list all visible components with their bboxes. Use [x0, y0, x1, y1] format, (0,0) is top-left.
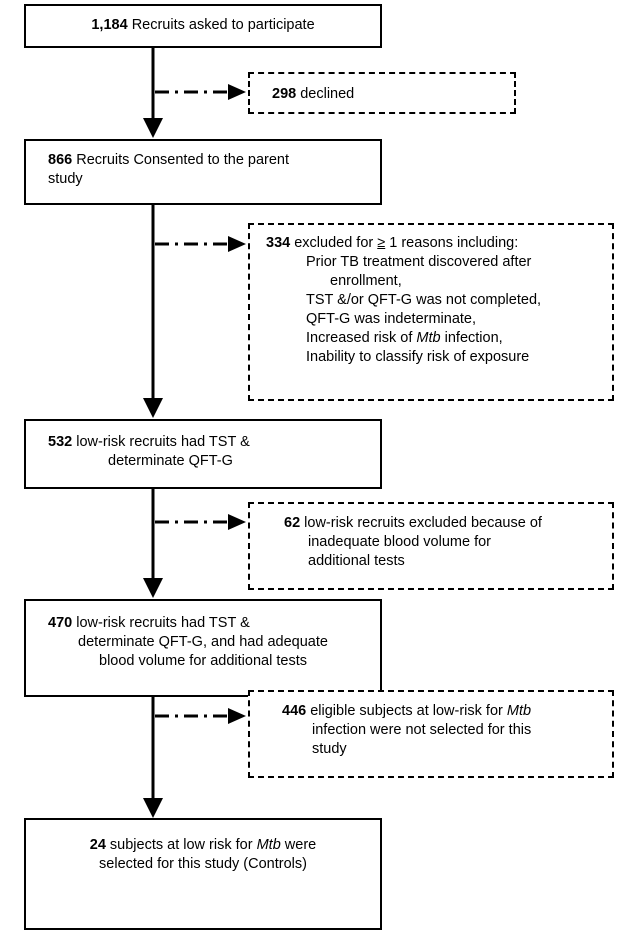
- excluded334-ge: ≥: [377, 235, 386, 251]
- declined-count: 298: [272, 86, 297, 102]
- lowrisk470-text-3: blood volume for additional tests: [99, 653, 307, 669]
- notselected446-mtb: Mtb: [506, 703, 532, 719]
- consented-text-1: Recruits Consented to the parent: [76, 152, 290, 168]
- controls24-text-1b: were: [284, 837, 317, 853]
- controls24-text-2: selected for this study (Controls): [99, 856, 307, 872]
- arrow-1: [143, 118, 163, 138]
- notselected446-text-1: eligible subjects at low-risk for: [310, 703, 503, 719]
- reason-5: Inability to classify risk of exposure: [306, 349, 530, 365]
- controls24-count: 24: [89, 837, 106, 853]
- reason-4-mtb: Mtb: [416, 330, 441, 346]
- lowrisk470-text-1: low-risk recruits had TST &: [76, 615, 250, 631]
- notselected446-count: 446: [282, 703, 307, 719]
- branch-declined-arrow: [228, 84, 246, 100]
- arrow-4: [143, 798, 163, 818]
- declined-text: declined: [300, 86, 355, 102]
- excluded62-count: 62: [284, 515, 301, 531]
- box-declined: 298 declined: [248, 72, 516, 114]
- excluded62-text-1: low-risk recruits excluded because of: [304, 515, 542, 531]
- consented-text-2: study: [48, 171, 83, 187]
- excluded334-text: excluded for: [294, 235, 374, 251]
- excluded62-text-2: inadequate blood volume for: [308, 534, 491, 550]
- box-lowrisk-470: 470 low-risk recruits had TST & determin…: [24, 599, 382, 697]
- excluded334-text-after: 1 reasons including:: [389, 235, 519, 251]
- lowrisk470-count: 470: [48, 615, 73, 631]
- box-excluded-334: 334 excluded for ≥ 1 reasons including: …: [248, 223, 614, 401]
- lowrisk532-text-1: low-risk recruits had TST &: [76, 434, 250, 450]
- box-not-selected-446: 446 eligible subjects at low-risk for Mt…: [248, 690, 614, 778]
- reason-1-cont: enrollment,: [330, 273, 402, 289]
- excluded62-text-3: additional tests: [308, 553, 405, 569]
- consented-count: 866: [48, 152, 73, 168]
- box-consented: 866 Recruits Consented to the parent stu…: [24, 139, 382, 205]
- branch-62-arrow: [228, 514, 246, 530]
- reason-4a: Increased risk of: [306, 330, 413, 346]
- controls24-text-1a: subjects at low risk for: [109, 837, 253, 853]
- arrow-2: [143, 398, 163, 418]
- notselected446-text-2: infection were not selected for this: [312, 722, 532, 738]
- excluded334-count: 334: [266, 235, 291, 251]
- branch-334-arrow: [228, 236, 246, 252]
- box-excluded-62: 62 low-risk recruits excluded because of…: [248, 502, 614, 590]
- lowrisk532-count: 532: [48, 434, 73, 450]
- lowrisk470-text-2: determinate QFT-G, and had adequate: [78, 634, 328, 650]
- recruits-count: 1,184: [91, 17, 128, 33]
- reason-1: Prior TB treatment discovered after: [306, 254, 532, 270]
- branch-446-arrow: [228, 708, 246, 724]
- box-controls-24: 24 subjects at low risk for Mtb were sel…: [24, 818, 382, 930]
- recruits-text: Recruits asked to participate: [131, 17, 315, 33]
- box-lowrisk-532: 532 low-risk recruits had TST & determin…: [24, 419, 382, 489]
- arrow-3: [143, 578, 163, 598]
- reason-4b: infection,: [444, 330, 503, 346]
- notselected446-text-3: study: [312, 741, 347, 757]
- reason-3: QFT-G was indeterminate,: [306, 311, 477, 327]
- box-recruits-asked: 1,184 Recruits asked to participate: [24, 4, 382, 48]
- lowrisk532-text-2: determinate QFT-G: [108, 453, 233, 469]
- controls24-mtb: Mtb: [256, 837, 281, 853]
- reason-2: TST &/or QFT-G was not completed,: [306, 292, 542, 308]
